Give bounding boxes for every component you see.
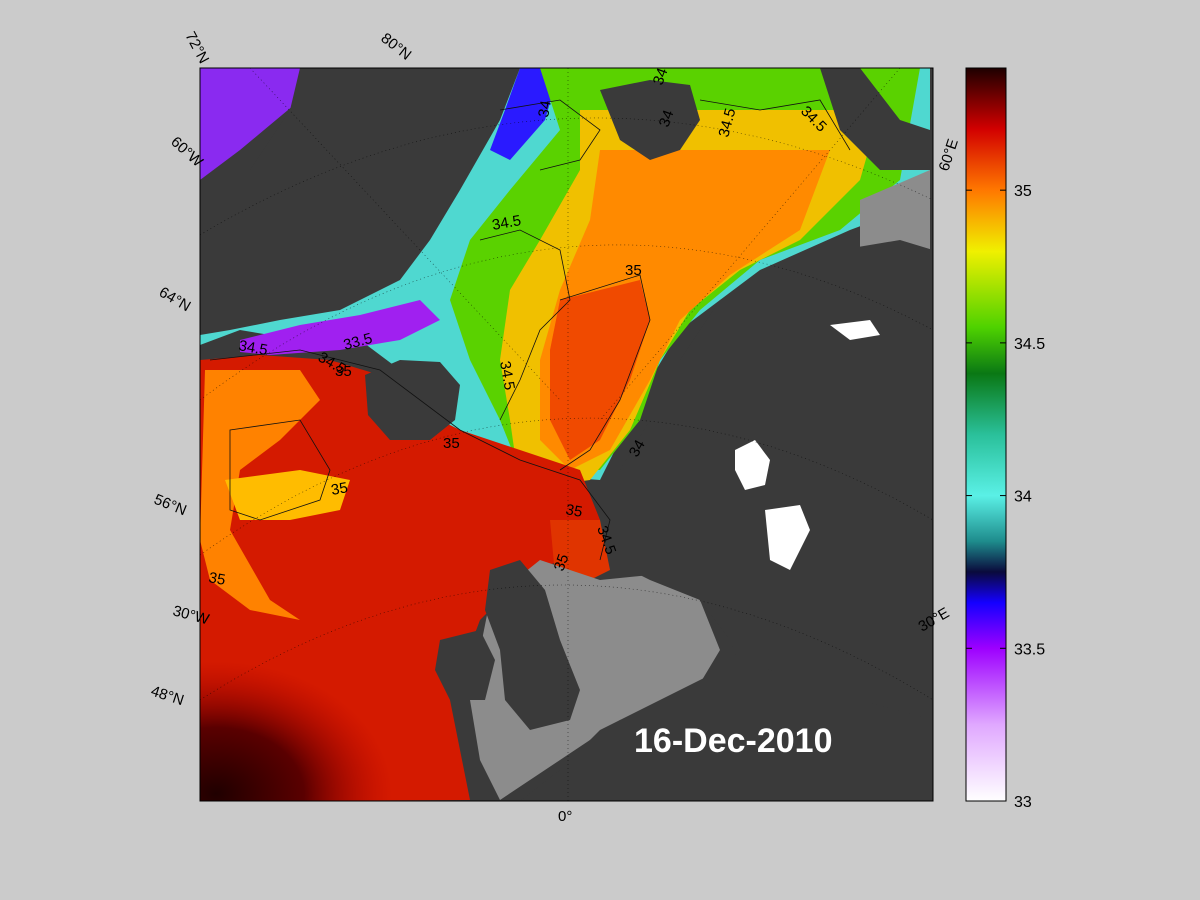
- contour-label: 35: [335, 363, 352, 380]
- contour-label: 34.5: [491, 212, 523, 234]
- contour-label: 35: [443, 435, 460, 452]
- colorbar-tick-label: 33.5: [1014, 641, 1045, 658]
- contour-label: 34: [626, 437, 649, 460]
- contour-lines: [209, 99, 851, 561]
- land-iceland: [365, 360, 460, 440]
- sea-region-low-salinity-strait: [240, 300, 440, 355]
- colorbar-frame: [965, 67, 1007, 802]
- colorbar-tick-label: 34: [1014, 489, 1032, 506]
- contour-label: 34.5: [237, 337, 269, 359]
- land-ireland: [435, 630, 495, 700]
- contour-label: 35: [625, 262, 642, 279]
- graticule-label-lat-56: 56°N: [152, 491, 189, 519]
- contour-label: 35: [564, 501, 583, 521]
- contour-label: 33.5: [342, 330, 375, 354]
- sea-region-red-core-norwegian: [550, 280, 650, 460]
- sea-region-fresh-fjord: [490, 68, 560, 160]
- contour-label: 35: [330, 479, 349, 499]
- graticule-label-lon-60E: 60°E: [936, 137, 962, 173]
- colorbar-tick-label: 35: [1014, 183, 1032, 200]
- graticule-label-lat-72: 72°N: [181, 29, 212, 67]
- colorbar-tick-label: 33: [1014, 794, 1032, 811]
- land-novaya-zemlya: [820, 68, 930, 170]
- land-greenland: [200, 68, 520, 335]
- graticule-label-lon-0: 0°: [558, 808, 572, 825]
- contour-label: 35: [551, 552, 573, 573]
- contour-label: 34.5: [715, 106, 739, 139]
- graticule-label-lat-64: 64°N: [156, 284, 194, 315]
- colorbar-ramp: [966, 68, 1006, 801]
- contour-label: 34: [535, 99, 555, 118]
- colorbar-ticks: 35 34.5 34 33.5 33: [966, 183, 1045, 811]
- map-frame: [199, 67, 934, 802]
- land-british-isles: [485, 560, 580, 730]
- land-europe-mainland: [520, 660, 933, 801]
- lake-ladoga: [765, 505, 810, 570]
- graticule-label-lon-80N: 80°N: [378, 30, 415, 64]
- colorbar: 35 34.5 34 33.5 33: [965, 67, 1045, 811]
- date-label: 16-Dec-2010: [634, 722, 832, 760]
- map-panel: [200, 68, 933, 801]
- contour-label: 35: [207, 569, 226, 589]
- lake-vanern: [735, 440, 770, 490]
- colorbar-tick-label: 34.5: [1014, 336, 1045, 353]
- sea-region-irminger-yellow: [225, 470, 350, 520]
- contour-label: 34: [650, 66, 672, 87]
- ice-white-sea: [830, 320, 880, 340]
- graticule-label-lat-48: 48°N: [149, 683, 186, 710]
- contour-label: 34.5: [496, 360, 518, 392]
- sea-region-north-sea: [550, 520, 610, 580]
- sea-region-low-salinity-east-greenland: [200, 68, 310, 180]
- contour-label: 34: [656, 108, 678, 129]
- graticule: [200, 68, 933, 801]
